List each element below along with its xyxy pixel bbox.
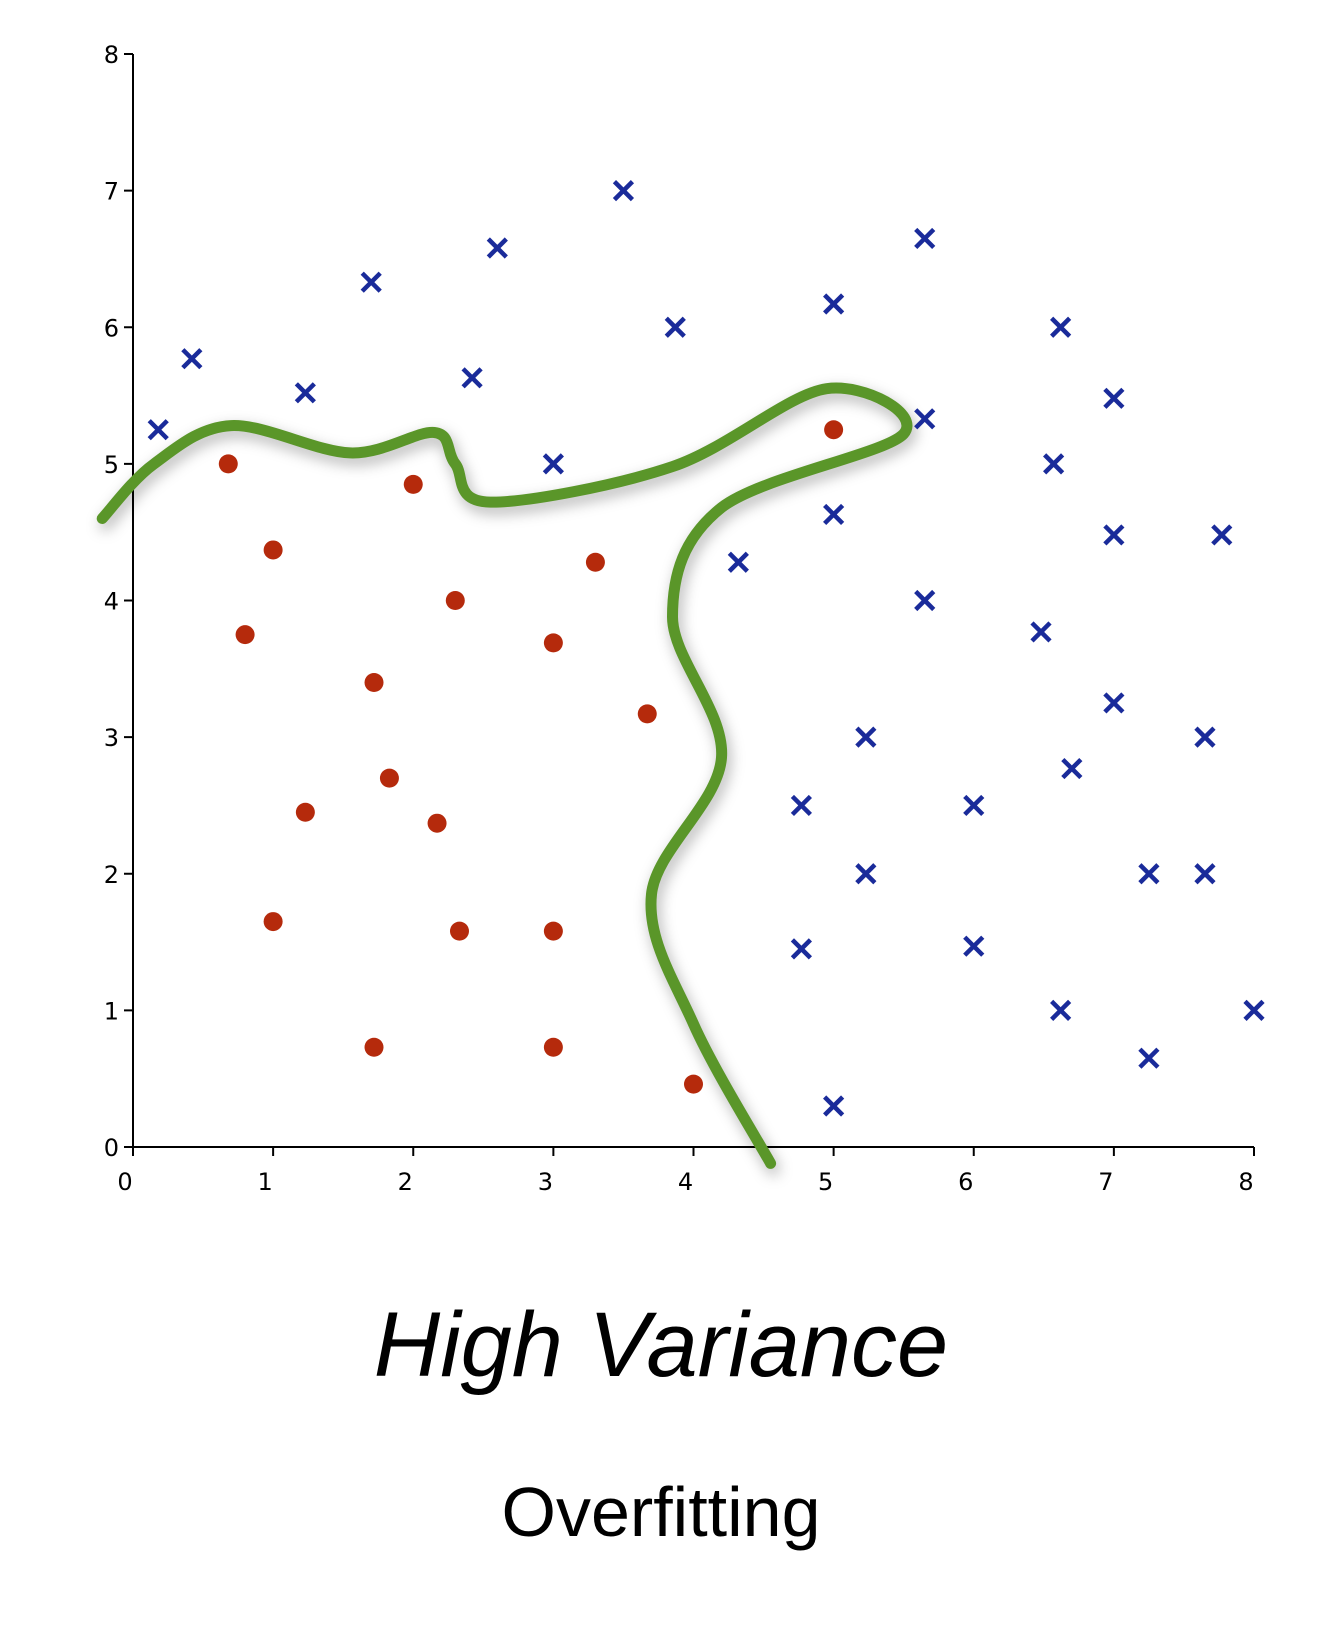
circle-point bbox=[263, 912, 283, 932]
x-point bbox=[790, 938, 812, 960]
x-point bbox=[1061, 757, 1083, 780]
x-tick-label: 6 bbox=[958, 1168, 973, 1196]
y-tick-label: 6 bbox=[104, 314, 119, 342]
x-point bbox=[963, 935, 985, 957]
x-tick-label: 3 bbox=[538, 1168, 553, 1196]
x-point bbox=[1030, 621, 1052, 643]
x-point bbox=[542, 453, 564, 475]
circle-point bbox=[543, 1037, 563, 1057]
y-tick-label: 4 bbox=[104, 588, 119, 616]
x-axis-ticks: 0 1 2 3 4 5 6 7 8 bbox=[117, 1147, 1255, 1196]
x-point bbox=[914, 408, 936, 430]
circle-point bbox=[235, 625, 255, 645]
circle-point bbox=[379, 768, 399, 788]
y-tick-label: 0 bbox=[104, 1134, 119, 1162]
x-point bbox=[855, 726, 877, 748]
circle-point bbox=[449, 921, 469, 941]
x-point bbox=[1211, 524, 1233, 546]
x-point bbox=[963, 794, 985, 817]
x-point bbox=[1103, 387, 1125, 409]
x-point bbox=[1043, 453, 1065, 475]
x-point bbox=[1050, 316, 1072, 338]
circle-point bbox=[364, 672, 384, 692]
x-point bbox=[790, 794, 812, 817]
x-point bbox=[855, 863, 877, 885]
circle-point bbox=[445, 591, 465, 610]
x-point bbox=[461, 367, 483, 389]
x-tick-label: 8 bbox=[1238, 1168, 1253, 1196]
axes bbox=[132, 54, 1254, 1148]
x-tick-label: 2 bbox=[398, 1168, 413, 1196]
y-tick-label: 1 bbox=[104, 997, 119, 1025]
x-point bbox=[181, 348, 203, 370]
boundary-shadow bbox=[99, 388, 916, 1176]
circle-point bbox=[364, 1037, 384, 1057]
x-point bbox=[294, 382, 316, 404]
circle-point bbox=[263, 540, 283, 560]
x-tick-label: 1 bbox=[257, 1168, 272, 1196]
x-point bbox=[914, 227, 936, 250]
y-tick-label: 7 bbox=[104, 178, 119, 206]
circle-point bbox=[427, 813, 447, 833]
x-point bbox=[486, 237, 508, 259]
circle-point bbox=[403, 474, 423, 494]
circle-point bbox=[824, 420, 844, 440]
x-point bbox=[727, 551, 749, 573]
circle-point bbox=[585, 552, 605, 572]
x-point bbox=[1243, 999, 1265, 1021]
chart-subtitle: Overfitting bbox=[501, 1473, 821, 1551]
x-point bbox=[1194, 863, 1216, 885]
x-point bbox=[360, 271, 382, 293]
circle-point bbox=[295, 802, 315, 822]
data-points bbox=[147, 180, 1265, 1117]
x-tick-label: 0 bbox=[117, 1168, 132, 1196]
x-point bbox=[1050, 999, 1072, 1021]
x-point bbox=[147, 419, 169, 441]
circle-point bbox=[684, 1074, 703, 1094]
y-tick-label: 2 bbox=[104, 861, 119, 889]
y-tick-label: 3 bbox=[104, 724, 119, 752]
x-point bbox=[1103, 692, 1125, 714]
x-tick-label: 7 bbox=[1098, 1168, 1113, 1196]
x-point bbox=[664, 316, 686, 338]
x-point bbox=[914, 589, 936, 612]
circle-point bbox=[543, 921, 563, 941]
x-point bbox=[823, 293, 845, 315]
circle-point bbox=[543, 633, 563, 653]
chart-title: High Variance bbox=[373, 1294, 949, 1396]
x-point bbox=[1138, 1047, 1160, 1069]
x-point bbox=[823, 1095, 845, 1117]
boundary-curve bbox=[96, 382, 913, 1169]
x-point bbox=[823, 503, 845, 526]
circle-point bbox=[218, 454, 238, 474]
decision-boundary bbox=[96, 382, 916, 1176]
circle-point bbox=[637, 704, 657, 724]
x-point bbox=[1103, 524, 1125, 546]
x-point bbox=[1194, 726, 1216, 748]
x-tick-label: 5 bbox=[818, 1168, 833, 1196]
y-tick-label: 5 bbox=[104, 451, 119, 479]
y-tick-label: 8 bbox=[104, 41, 119, 69]
x-point bbox=[612, 180, 635, 202]
x-point bbox=[1138, 863, 1160, 885]
x-tick-label: 4 bbox=[678, 1168, 693, 1196]
y-axis-ticks: 0 1 2 3 4 5 6 7 8 bbox=[104, 41, 133, 1162]
